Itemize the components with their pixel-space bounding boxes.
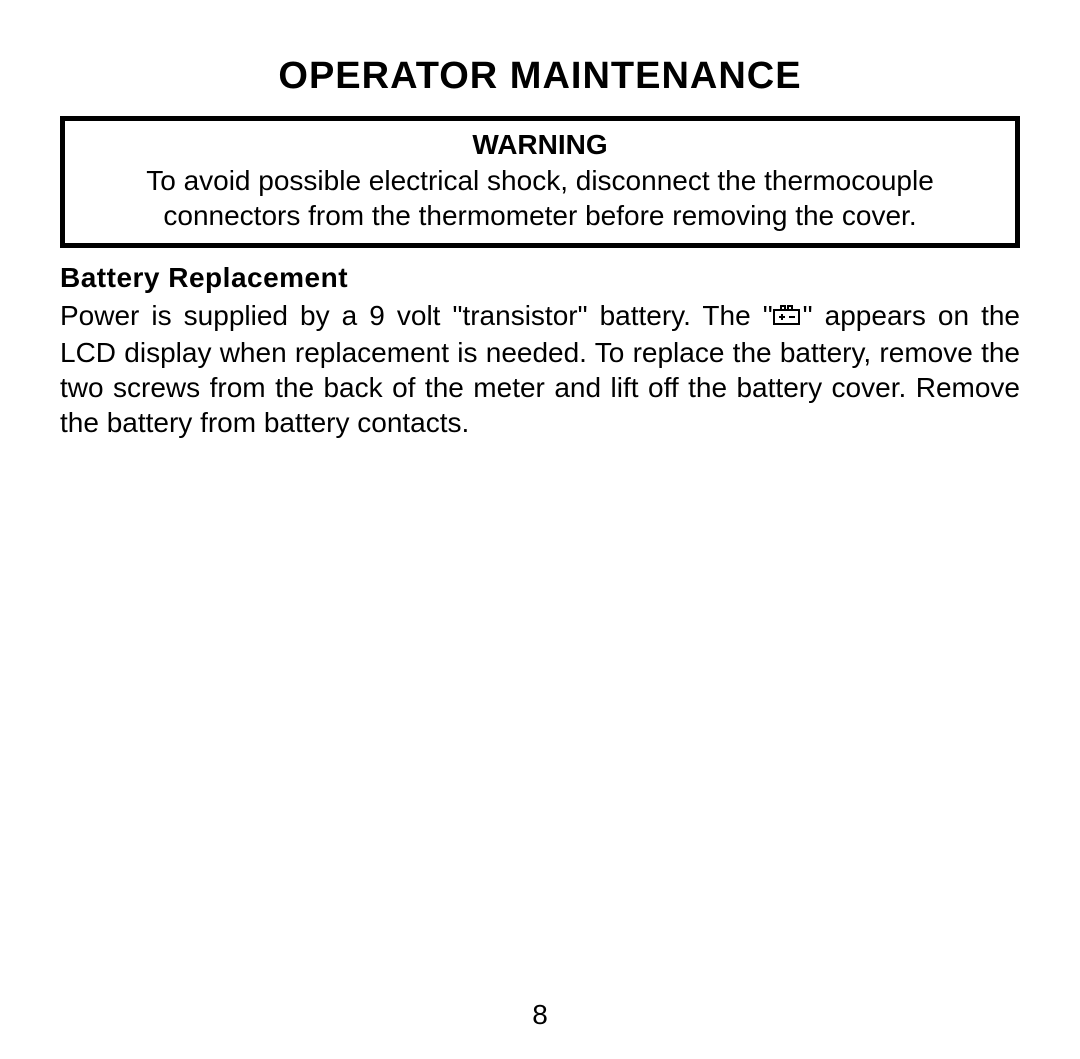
warning-box: WARNING To avoid possible electrical sho… (60, 116, 1020, 248)
warning-label: WARNING (85, 129, 995, 161)
page-title: OPERATOR MAINTENANCE (60, 55, 1020, 98)
section-heading: Battery Replacement (60, 262, 1020, 294)
warning-text: To avoid possible electrical shock, disc… (85, 163, 995, 233)
battery-icon (773, 298, 803, 333)
body-text-part1: Power is supplied by a 9 volt "transisto… (60, 300, 773, 331)
body-paragraph: Power is supplied by a 9 volt "transisto… (60, 298, 1020, 440)
page-number: 8 (0, 999, 1080, 1031)
